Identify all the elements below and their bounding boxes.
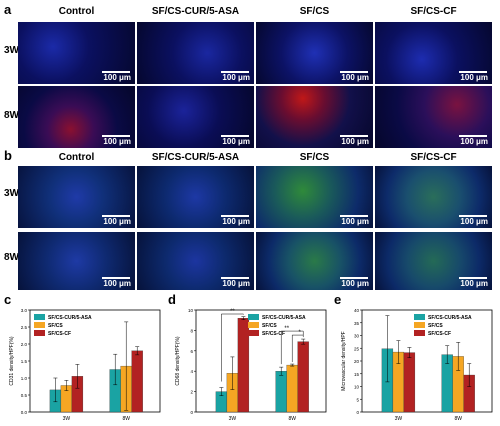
bar <box>297 341 309 413</box>
panel-letter-b: b <box>4 148 12 163</box>
micrograph-b-cur-8w: 100 μm <box>137 232 254 290</box>
col-header-sfcs-a: SF/CS <box>299 6 330 17</box>
y-tick-label: 3.0 <box>21 308 28 313</box>
x-tick-label: 8W <box>454 416 462 422</box>
chart-d-cd68: 0 2 4 6 8 10 CD68 density/HPF(%) 3W 8W SF/CS-CUR/… <box>175 308 327 422</box>
col-header-sfcs-b: SF/CS <box>299 152 330 163</box>
col-header-cur-a: SF/CS-CUR/5-ASA <box>151 6 240 17</box>
legend-swatch <box>414 322 425 328</box>
legend-label: SF/CS <box>428 323 443 329</box>
y-tick-label: 10 <box>188 308 194 313</box>
col-header-cf-b: SF/CS-CF <box>410 152 457 163</box>
chart-c-cd31: 0.0 0.5 1.0 1.5 2.0 2.5 3.0 CD31 density/HPF(%)… <box>9 308 161 422</box>
x-tick-label: 3W <box>63 416 71 422</box>
y-tick-label: 40 <box>354 308 360 313</box>
x-tick-label: 8W <box>288 416 296 422</box>
y-tick-label: 2 <box>190 390 193 395</box>
micrograph-b-cf-8w: 100 μm <box>375 232 492 290</box>
micrograph-a-cur-8w: 100 μm <box>137 86 254 148</box>
legend-label: SF/CS-CUR/5-ASA <box>48 315 92 321</box>
y-tick-label: 2.5 <box>21 325 28 330</box>
bar <box>286 364 298 413</box>
significance-bracket <box>291 334 304 363</box>
micrograph-a-control-8w: 100 μm <box>18 86 135 148</box>
chart-e-microvascular: 0 5 10 15 20 25 30 35 40 Microvascular density/HP… <box>341 308 493 422</box>
col-header-control-a: Control <box>58 6 95 17</box>
y-tick-label: 0.0 <box>21 410 28 415</box>
y-tick-label: 5 <box>356 397 359 402</box>
y-tick-label: 20 <box>354 359 360 364</box>
significance-label: ** <box>230 309 235 315</box>
micrograph-a-control-3w: 100 μm <box>18 22 135 84</box>
y-tick-label: 0 <box>190 410 193 415</box>
row-header-8w-a: 8W <box>4 110 19 121</box>
y-axis-label: CD68 density/HPF(%) <box>175 336 181 386</box>
col-header-control-b: Control <box>58 152 95 163</box>
panel-letter-e: e <box>334 292 342 307</box>
x-tick-label: 3W <box>229 416 237 422</box>
y-tick-label: 2.0 <box>21 342 28 347</box>
row-header-8w-b: 8W <box>4 252 19 263</box>
micrograph-b-control-8w: 100 μm <box>18 232 135 290</box>
significance-bracket <box>221 313 244 382</box>
legend-swatch <box>248 330 259 336</box>
micrograph-a-cf-3w: 100 μm <box>375 22 492 84</box>
col-header-cur-b: SF/CS-CUR/5-ASA <box>151 152 240 163</box>
legend-label: SF/CS-CF <box>48 331 71 337</box>
y-tick-label: 25 <box>354 346 360 351</box>
panel-letter-d: d <box>168 292 176 307</box>
y-tick-label: 0 <box>356 410 359 415</box>
y-axis-label: CD31 density/HPF(%) <box>9 336 15 386</box>
legend-swatch <box>248 322 259 328</box>
legend-label: SF/CS-CF <box>262 331 285 337</box>
bar <box>403 352 416 413</box>
micrograph-a-sfcs-3w: 100 μm <box>256 22 373 84</box>
micrograph-a-cf-8w: 100 μm <box>375 86 492 148</box>
legend-swatch <box>248 314 259 320</box>
y-tick-label: 6 <box>190 349 193 354</box>
y-tick-label: 1.0 <box>21 376 28 381</box>
legend-swatch <box>414 330 425 336</box>
y-tick-label: 10 <box>354 385 360 390</box>
micrograph-b-sfcs-3w: 100 μm <box>256 166 373 228</box>
micrograph-a-sfcs-8w: 100 μm <box>256 86 373 148</box>
bar <box>275 371 287 413</box>
micrograph-b-cf-3w: 100 μm <box>375 166 492 228</box>
row-header-3w-a: 3W <box>4 45 19 56</box>
y-tick-label: 35 <box>354 321 360 326</box>
plot-frame <box>195 309 327 413</box>
legend-label: SF/CS-CF <box>428 331 451 337</box>
significance-bracket <box>280 330 304 365</box>
legend-swatch <box>34 330 45 336</box>
legend-label: SF/CS-CUR/5-ASA <box>428 315 472 321</box>
y-tick-label: 4 <box>190 369 193 374</box>
bar <box>237 318 250 413</box>
micrograph-b-control-3w: 100 μm <box>18 166 135 228</box>
row-header-3w-b: 3W <box>4 188 19 199</box>
legend-swatch <box>34 314 45 320</box>
legend-label: SF/CS <box>262 323 277 329</box>
bar <box>131 350 143 413</box>
y-tick-label: 0.5 <box>21 393 28 398</box>
micrograph-b-cur-3w: 100 μm <box>137 166 254 228</box>
col-header-cf-a: SF/CS-CF <box>410 6 457 17</box>
legend-swatch <box>34 322 45 328</box>
y-tick-label: 1.5 <box>21 359 28 364</box>
panel-letter-c: c <box>4 292 12 307</box>
y-tick-label: 15 <box>354 372 360 377</box>
y-tick-label: 8 <box>190 328 193 333</box>
micrograph-a-cur-3w: 100 μm <box>137 22 254 84</box>
legend-label: SF/CS-CUR/5-ASA <box>262 315 306 321</box>
significance-label: * <box>299 330 302 336</box>
x-tick-label: 3W <box>395 416 403 422</box>
significance-label: ** <box>284 326 289 332</box>
y-tick-label: 30 <box>354 334 360 339</box>
legend-label: SF/CS <box>48 323 63 329</box>
panel-letter-a: a <box>4 2 12 17</box>
x-tick-label: 8W <box>122 416 130 422</box>
y-axis-label: Microvascular density/HPF <box>341 331 347 390</box>
micrograph-b-sfcs-8w: 100 μm <box>256 232 373 290</box>
legend-swatch <box>414 314 425 320</box>
